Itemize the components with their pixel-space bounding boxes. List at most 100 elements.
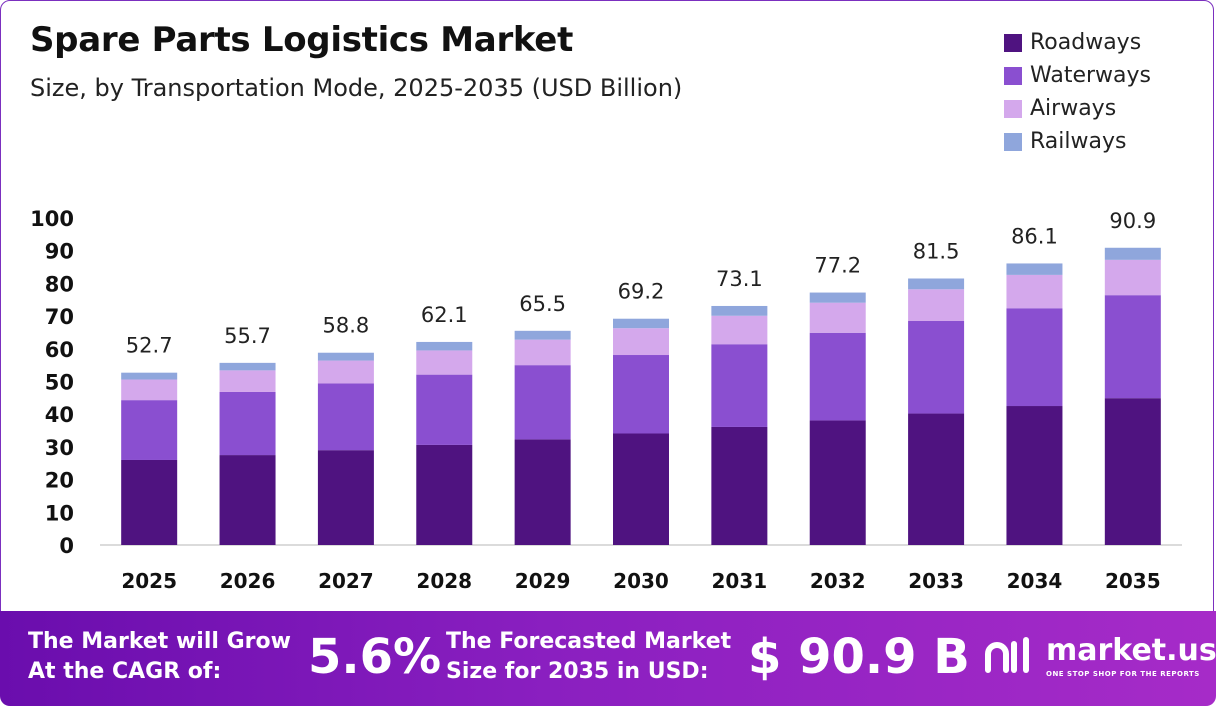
y-tick-label: 0 — [59, 534, 74, 558]
bar-segment-waterways-2034 — [1006, 308, 1063, 407]
bar-total-label: 65.5 — [519, 292, 566, 316]
legend-label-airways: Airways — [1030, 96, 1117, 121]
chart-subtitle: Size, by Transportation Mode, 2025-2035 … — [30, 74, 683, 102]
x-tick-label: 2026 — [220, 569, 276, 593]
market-us-logo-icon — [985, 636, 1029, 673]
legend-label-railways: Railways — [1030, 129, 1127, 154]
bar-segment-roadways-2025 — [121, 459, 178, 545]
bar-segment-railways-2026 — [219, 362, 276, 371]
bar-total-label: 73.1 — [716, 267, 763, 291]
y-tick-label: 60 — [45, 338, 74, 362]
legend-label-waterways: Waterways — [1030, 63, 1151, 88]
bar-total-label: 52.7 — [126, 334, 173, 358]
bar-segment-waterways-2027 — [317, 383, 374, 451]
x-tick-label: 2032 — [810, 569, 866, 593]
bar-segment-roadways-2035 — [1104, 398, 1161, 545]
y-tick-label: 10 — [45, 501, 74, 525]
bar-segment-railways-2030 — [613, 318, 669, 329]
bar-segment-airways-2028 — [416, 350, 473, 375]
bar-total-label: 81.5 — [913, 239, 960, 263]
bar-segment-roadways-2031 — [711, 426, 768, 545]
y-tick-label: 50 — [45, 371, 74, 395]
bar-segment-roadways-2034 — [1006, 406, 1063, 545]
x-tick-label: 2031 — [712, 569, 768, 593]
forecast-caption-line2: Size for 2035 in USD: — [446, 659, 709, 684]
bar-segment-waterways-2031 — [711, 344, 768, 427]
legend-swatch-airways — [1004, 99, 1022, 118]
y-tick-label: 100 — [30, 207, 74, 231]
y-tick-label: 20 — [45, 469, 74, 493]
legend-item-railways: Railways — [1004, 125, 1151, 158]
bar-segment-waterways-2028 — [416, 374, 473, 445]
bar-segment-roadways-2030 — [613, 433, 669, 545]
bar-total-label: 90.9 — [1109, 209, 1156, 233]
bar-segment-roadways-2029 — [514, 439, 571, 545]
bar-segment-waterways-2033 — [908, 321, 965, 414]
bar-segment-waterways-2035 — [1104, 295, 1161, 399]
bar-segment-waterways-2025 — [121, 400, 178, 460]
legend-item-waterways: Waterways — [1004, 59, 1151, 92]
bar-segment-airways-2030 — [613, 328, 669, 356]
x-tick-label: 2027 — [318, 569, 374, 593]
bar-segment-railways-2035 — [1104, 247, 1161, 260]
forecast-value: $ 90.9 B — [748, 629, 970, 685]
bar-segment-roadways-2027 — [317, 450, 374, 545]
bar-segment-airways-2029 — [514, 339, 571, 366]
legend-swatch-waterways — [1004, 66, 1022, 85]
forecast-caption-line1: The Forecasted Market — [446, 629, 732, 654]
logo-tagline: ONE STOP SHOP FOR THE REPORTS — [1046, 670, 1200, 678]
bar-segment-railways-2028 — [416, 341, 473, 351]
bar-total-label: 58.8 — [323, 314, 370, 338]
x-tick-label: 2030 — [613, 569, 669, 593]
cagr-caption: The Market will Grow At the CAGR of: — [28, 627, 291, 687]
summary-banner: The Market will Grow At the CAGR of: 5.6… — [0, 611, 1216, 706]
chart-title: Spare Parts Logistics Market — [30, 20, 574, 60]
x-tick-label: 2028 — [416, 569, 472, 593]
bar-segment-waterways-2030 — [613, 355, 669, 434]
legend-item-roadways: Roadways — [1004, 26, 1151, 59]
y-tick-label: 90 — [45, 240, 74, 264]
logo-name: market.us — [1046, 633, 1216, 668]
bar-segment-airways-2026 — [219, 370, 276, 392]
bar-segment-railways-2031 — [711, 305, 768, 316]
bar-segment-airways-2031 — [711, 315, 768, 345]
bar-total-label: 86.1 — [1011, 224, 1058, 248]
stacked-bar-chart: 010203040506070809010052.7202555.7202658… — [30, 207, 1182, 593]
legend-swatch-railways — [1004, 132, 1022, 151]
bar-segment-airways-2025 — [121, 379, 178, 401]
cagr-caption-line1: The Market will Grow — [28, 629, 291, 654]
bar-segment-roadways-2026 — [219, 455, 276, 545]
bar-segment-waterways-2026 — [219, 391, 276, 456]
y-tick-label: 30 — [45, 436, 74, 460]
bar-segment-airways-2032 — [809, 302, 866, 333]
bar-segment-airways-2033 — [908, 289, 965, 322]
legend-item-airways: Airways — [1004, 92, 1151, 125]
bar-total-label: 77.2 — [814, 254, 861, 278]
x-tick-label: 2025 — [121, 569, 177, 593]
bar-segment-railways-2034 — [1006, 263, 1063, 275]
logo-text: market.us ONE STOP SHOP FOR THE REPORTS — [1046, 633, 1216, 678]
bar-segment-waterways-2029 — [514, 365, 571, 440]
y-tick-label: 40 — [45, 403, 74, 427]
bar-segment-waterways-2032 — [809, 332, 866, 421]
bar-segment-airways-2027 — [317, 360, 374, 384]
bar-segment-railways-2027 — [317, 352, 374, 361]
bar-segment-railways-2033 — [908, 278, 965, 290]
bar-segment-railways-2032 — [809, 292, 866, 303]
bar-segment-airways-2034 — [1006, 274, 1063, 309]
cagr-value: 5.6% — [308, 629, 442, 685]
bar-segment-railways-2029 — [514, 330, 571, 340]
y-tick-label: 70 — [45, 305, 74, 329]
market-us-logo[interactable]: market.us ONE STOP SHOP FOR THE REPORTS — [984, 633, 1216, 678]
bar-total-label: 62.1 — [421, 303, 468, 327]
y-tick-label: 80 — [45, 272, 74, 296]
bar-segment-roadways-2032 — [809, 420, 866, 545]
bar-total-label: 69.2 — [618, 280, 665, 304]
bar-segment-railways-2025 — [121, 372, 178, 380]
legend: Roadways Waterways Airways Railways — [1004, 26, 1151, 158]
x-tick-label: 2034 — [1007, 569, 1063, 593]
legend-label-roadways: Roadways — [1030, 30, 1142, 55]
bar-segment-roadways-2033 — [908, 413, 965, 545]
bar-segment-roadways-2028 — [416, 444, 473, 545]
forecast-caption: The Forecasted Market Size for 2035 in U… — [446, 627, 731, 687]
